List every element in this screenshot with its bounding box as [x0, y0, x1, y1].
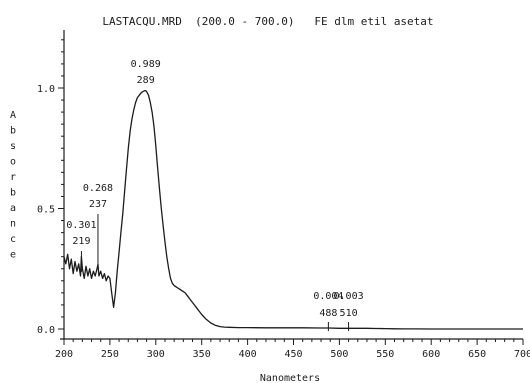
- peak-value-label: 0.003: [334, 291, 364, 302]
- x-tick-label: 550: [376, 349, 394, 360]
- x-tick-label: 200: [55, 349, 73, 360]
- y-axis-label-letter: c: [10, 234, 16, 245]
- peak-wavelength-label: 510: [340, 308, 358, 319]
- ticks-group: 200 250 300 350 400 450 500 550 600 650 700 0.0 0.5 1…: [37, 39, 530, 360]
- x-tick-label: 300: [147, 349, 165, 360]
- x-tick-label: 650: [468, 349, 486, 360]
- x-tick-label: 400: [239, 349, 257, 360]
- peak-wavelength-label: 488: [319, 308, 337, 319]
- peak-wavelength-label: 237: [89, 199, 107, 210]
- y-axis-label-letter: s: [10, 141, 16, 152]
- peak-wavelength-label: 289: [137, 75, 155, 86]
- y-tick-label: 0.5: [37, 205, 55, 216]
- y-tick-label: 0.0: [37, 325, 55, 336]
- x-tick-label: 700: [514, 349, 530, 360]
- y-axis-label-letter: o: [10, 157, 16, 168]
- peak-value-label: 0.004: [313, 291, 343, 302]
- x-tick-label: 250: [101, 349, 119, 360]
- y-axis-label-letter: r: [10, 172, 16, 183]
- x-tick-label: 350: [193, 349, 211, 360]
- y-axis-label-letter: a: [10, 203, 16, 214]
- y-axis-label-letter: A: [10, 110, 16, 121]
- peak-value-label: 0.989: [131, 59, 161, 70]
- y-axis-label-letter: e: [10, 250, 16, 261]
- peaks-group: 0.301 219 0.268 237 0.989 289 0.004 488 0.003 510: [66, 59, 364, 331]
- x-tick-label: 500: [330, 349, 348, 360]
- chart-title: LASTACQU.MRD (200.0 - 700.0) FE dlm etil…: [102, 15, 433, 28]
- x-tick-label: 600: [422, 349, 440, 360]
- y-axis-label-letter: b: [10, 126, 16, 137]
- absorbance-spectrum-line: [63, 90, 523, 330]
- peak-value-label: 0.301: [66, 220, 96, 231]
- y-tick-label: 1.0: [37, 84, 55, 95]
- y-axis-label-letter: b: [10, 188, 16, 199]
- peak-wavelength-label: 219: [72, 236, 90, 247]
- series-group: [63, 90, 523, 330]
- y-axis-label-letter: n: [10, 219, 16, 230]
- x-axis-label: Nanometers: [260, 373, 320, 383]
- x-tick-label: 450: [284, 349, 302, 360]
- peak-value-label: 0.268: [83, 183, 113, 194]
